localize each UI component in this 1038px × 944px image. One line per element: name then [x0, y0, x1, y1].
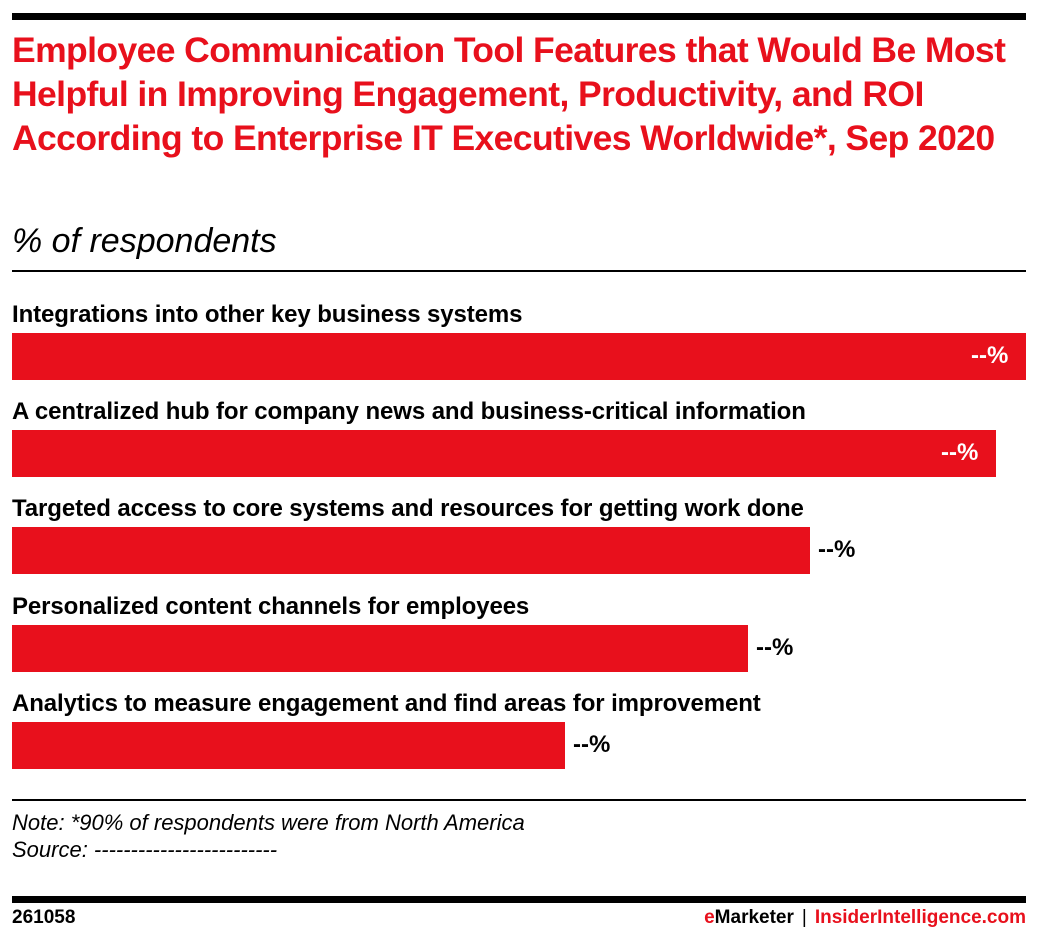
source-text: Source: -------------------------: [12, 837, 278, 862]
bar-group: Targeted access to core systems and reso…: [12, 494, 1026, 574]
bar: [12, 527, 810, 574]
bar: [12, 722, 565, 769]
value-label: --%: [971, 342, 1009, 369]
chart-subtitle: % of respondents: [12, 222, 277, 260]
bar: [12, 430, 996, 477]
bar-label: Targeted access to core systems and reso…: [12, 495, 804, 522]
top-rule: [12, 13, 1026, 20]
bar-label: A centralized hub for company news and b…: [12, 398, 806, 425]
bar-label: Personalized content channels for employ…: [12, 593, 530, 620]
footnote: Note: *90% of respondents were from Nort…: [12, 809, 525, 863]
brand-site-link: InsiderIntelligence.com: [814, 907, 1026, 928]
chart-id: 261058: [12, 907, 76, 928]
bar-group: Integrations into other key business sys…: [12, 300, 1026, 380]
brand-emarketer: Marketer: [714, 907, 794, 928]
value-label: --%: [818, 536, 856, 563]
brand-separator: |: [801, 907, 807, 928]
bar-label: Analytics to measure engagement and find…: [12, 690, 761, 717]
bar-group: A centralized hub for company news and b…: [12, 397, 1026, 477]
value-label: --%: [941, 439, 979, 466]
bar-label: Integrations into other key business sys…: [12, 301, 523, 328]
header-divider: [12, 270, 1026, 272]
brand-e: e: [704, 907, 715, 928]
bar-group: Analytics to measure engagement and find…: [12, 689, 1026, 769]
note-text: Note: *90% of respondents were from Nort…: [12, 810, 525, 835]
bar: [12, 333, 1026, 380]
bottom-rule: [12, 896, 1026, 903]
bar: [12, 625, 748, 672]
bar-group: Personalized content channels for employ…: [12, 592, 1026, 672]
footnote-divider: [12, 799, 1026, 801]
value-label: --%: [756, 634, 794, 661]
brand: eMarketer | InsiderIntelligence.com: [704, 906, 1026, 930]
value-label: --%: [573, 731, 611, 758]
chart-title: Employee Communication Tool Features tha…: [12, 30, 1006, 158]
